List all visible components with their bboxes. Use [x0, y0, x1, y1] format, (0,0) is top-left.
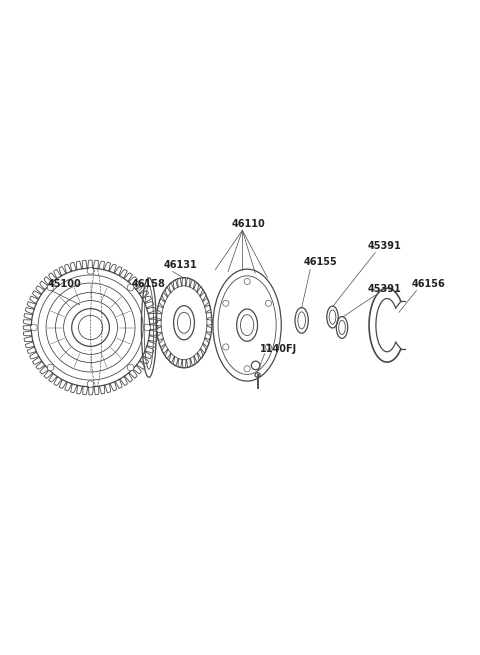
Circle shape	[31, 324, 37, 331]
Circle shape	[127, 364, 134, 371]
Text: 1140FJ: 1140FJ	[260, 344, 297, 354]
Circle shape	[47, 364, 54, 371]
Ellipse shape	[244, 278, 250, 284]
Ellipse shape	[244, 365, 250, 372]
Circle shape	[47, 284, 54, 291]
Text: 46110: 46110	[231, 219, 265, 229]
Circle shape	[87, 268, 94, 274]
Text: 46155: 46155	[304, 257, 338, 267]
Ellipse shape	[223, 344, 229, 350]
Ellipse shape	[265, 300, 272, 307]
Ellipse shape	[265, 344, 272, 350]
Circle shape	[127, 284, 134, 291]
Text: 45100: 45100	[48, 279, 82, 289]
Text: 46131: 46131	[163, 260, 197, 270]
Text: 46156: 46156	[412, 279, 445, 289]
Text: 45391: 45391	[367, 284, 401, 293]
Text: 45391: 45391	[367, 241, 401, 251]
Circle shape	[87, 381, 94, 387]
Text: 46158: 46158	[132, 279, 166, 289]
Circle shape	[144, 324, 150, 331]
Ellipse shape	[223, 300, 229, 307]
